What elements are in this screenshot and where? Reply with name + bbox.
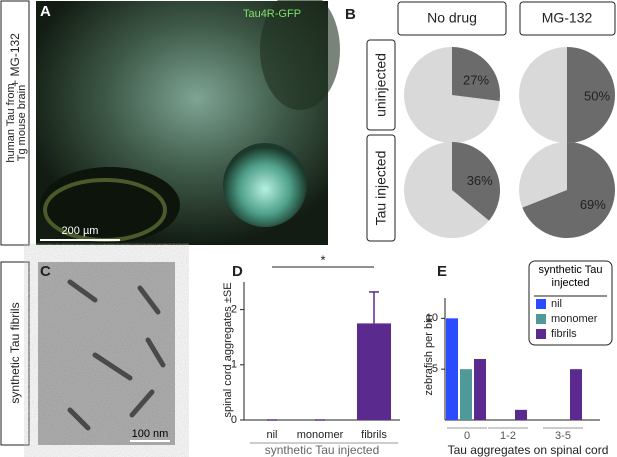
pie-slice — [522, 142, 616, 239]
column-header: MG-132 — [542, 10, 593, 26]
x-tick-label: 3-5 — [555, 430, 571, 442]
pie-slice — [452, 142, 501, 221]
y-tick-label: 5 — [432, 363, 438, 375]
pie-slice — [567, 47, 615, 143]
significance-mark: * — [320, 252, 325, 267]
column-header: No drug — [427, 10, 477, 26]
panel-letter: E — [437, 263, 447, 280]
pie-label: 27% — [463, 73, 489, 88]
panel-letter: A — [40, 3, 51, 20]
column-header-box — [519, 1, 616, 36]
micrograph-a — [36, 0, 340, 245]
panel-letter: D — [232, 263, 243, 280]
x-tick-label: 1-2 — [500, 430, 516, 442]
legend-box — [528, 260, 613, 346]
y-tick-label: 1 — [231, 359, 237, 371]
bar — [515, 409, 527, 420]
bar — [460, 369, 472, 420]
y-tick-label: 0 — [231, 414, 237, 426]
pie-label: 36% — [467, 173, 493, 188]
bar — [446, 318, 458, 420]
column-header-box — [397, 1, 507, 36]
x-tick-label: fibrils — [361, 429, 387, 441]
y-axis-label: zebrafish per bin — [423, 314, 435, 395]
bar — [357, 323, 391, 420]
row-header: Tau injected — [373, 151, 389, 226]
row-header: uninjected — [373, 53, 389, 117]
legend-label: fibrils — [551, 328, 577, 340]
x-axis-label: Tau aggregates on spinal cord — [448, 443, 609, 457]
scale-bar-label: 100 nm — [132, 428, 169, 440]
row-treatment: + MG-132 — [8, 33, 22, 87]
legend-title-box: synthetic Tau injected — [538, 264, 603, 289]
bar — [570, 369, 582, 420]
panel-letter: B — [345, 6, 356, 23]
scale-bar-label: 200 µm — [62, 225, 99, 237]
y-tick-label: 10 — [426, 312, 438, 324]
pie-slice — [452, 47, 500, 102]
row-header-box — [366, 39, 396, 131]
legend-swatch — [536, 314, 546, 324]
row-label: human Tau from — [5, 83, 17, 162]
y-axis-label: spinal cord aggregates ±SE — [222, 282, 234, 417]
caption: Tau4R-GFP — [243, 8, 301, 20]
row-label: synthetic Tau fibrils — [8, 302, 22, 403]
row-label-box — [0, 261, 30, 446]
legend-title: synthetic Tau injected — [538, 264, 603, 289]
legend-swatch — [536, 299, 546, 309]
legend-label: monomer — [551, 313, 598, 325]
row-header-box — [366, 134, 396, 242]
panel-letter: C — [40, 263, 51, 280]
pie-label: 69% — [580, 197, 606, 212]
row-label-box — [0, 0, 30, 246]
x-tick-label: monomer — [297, 429, 344, 441]
row-label: Tg mouse brain — [16, 85, 28, 161]
pie-label: 50% — [584, 88, 610, 103]
x-tick-label: 0 — [464, 430, 470, 442]
x-group-label: synthetic Tau injected — [265, 443, 380, 457]
micrograph-c — [38, 262, 175, 445]
x-tick-label: nil — [266, 429, 277, 441]
legend-label: nil — [551, 298, 562, 310]
y-tick-label: 2 — [231, 304, 237, 316]
legend-swatch — [536, 329, 546, 339]
bar — [474, 359, 486, 420]
